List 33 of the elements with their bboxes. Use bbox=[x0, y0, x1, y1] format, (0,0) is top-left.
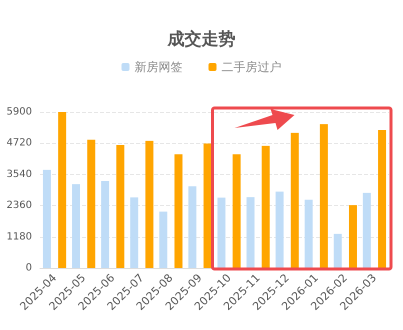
y-tick-label: 0 bbox=[26, 262, 32, 274]
bar bbox=[348, 205, 357, 268]
bar bbox=[145, 140, 154, 268]
y-tick-label: 4720 bbox=[6, 138, 32, 149]
bar bbox=[276, 192, 284, 268]
bar bbox=[72, 184, 80, 268]
bar bbox=[334, 234, 342, 268]
bar bbox=[290, 132, 299, 268]
y-tick-label: 3540 bbox=[6, 168, 32, 180]
bar bbox=[362, 192, 371, 268]
bar bbox=[304, 200, 313, 268]
bar bbox=[188, 186, 196, 268]
bar bbox=[42, 170, 51, 268]
legend-label: 二手房过户 bbox=[222, 60, 282, 74]
bar bbox=[262, 146, 270, 268]
y-tick-label: 1180 bbox=[6, 231, 32, 242]
bar bbox=[159, 212, 168, 268]
y-tick-label: 5900 bbox=[6, 106, 32, 118]
bar bbox=[378, 130, 386, 268]
bar bbox=[174, 154, 182, 268]
bar bbox=[246, 197, 255, 268]
y-tick-label: 2360 bbox=[6, 200, 32, 212]
chart-title: 成交走势 bbox=[166, 30, 236, 50]
bar bbox=[232, 154, 241, 268]
bar bbox=[101, 181, 110, 268]
bar bbox=[320, 124, 328, 268]
bar bbox=[217, 198, 226, 268]
legend-label: 新房网签 bbox=[134, 60, 182, 74]
bar bbox=[204, 143, 212, 268]
bar bbox=[116, 145, 124, 268]
bar bbox=[130, 197, 138, 268]
bar bbox=[58, 112, 66, 268]
bar bbox=[87, 140, 96, 268]
